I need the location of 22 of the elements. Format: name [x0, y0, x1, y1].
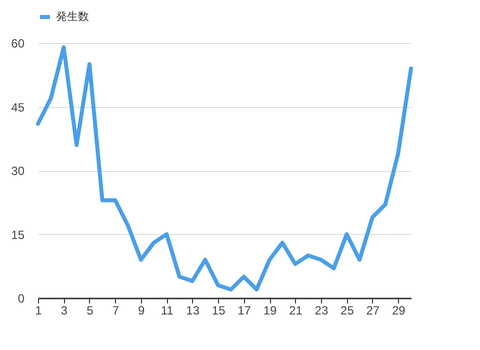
x-tick-label: 9 [138, 304, 146, 318]
x-tick-label: 13 [186, 304, 200, 318]
x-tick-label: 1 [35, 304, 42, 318]
x-tick-label: 27 [366, 304, 380, 318]
x-tick-label: 23 [314, 304, 328, 318]
x-tick-label: 11 [160, 304, 174, 318]
y-tick-label: 60 [11, 36, 25, 50]
x-tick-label: 25 [340, 304, 354, 318]
x-tick-label: 3 [60, 304, 68, 318]
x-tick-label: 5 [86, 304, 94, 318]
line-series [36, 45, 413, 292]
x-tick-label: 29 [392, 304, 406, 318]
y-tick-label: 45 [11, 100, 25, 114]
legend-label: 発生数 [56, 10, 89, 23]
y-tick-label: 0 [18, 292, 25, 306]
x-tick-label: 7 [112, 304, 120, 318]
x-tick-label: 19 [263, 304, 278, 318]
x-tick-label: 15 [212, 304, 226, 318]
x-tick-label: 21 [289, 304, 303, 318]
y-tick-label: 30 [11, 164, 25, 178]
x-tick-label: 17 [238, 304, 252, 318]
y-tick-label: 15 [11, 228, 25, 242]
